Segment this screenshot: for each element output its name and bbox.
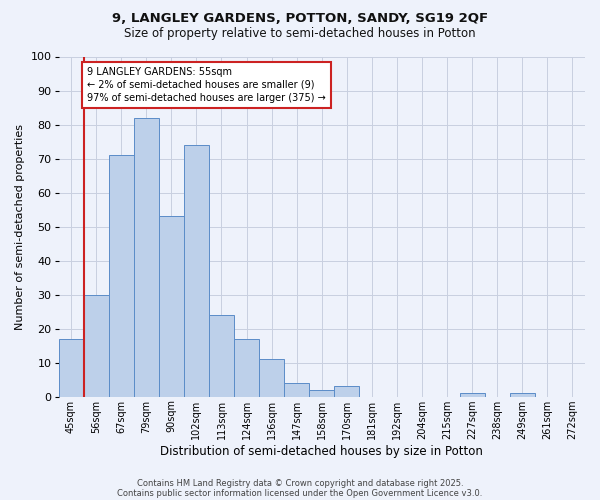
Bar (83, 294, 109, 396)
Bar (134, 118, 159, 396)
Bar (109, 155, 134, 396)
Bar (159, 216, 184, 396)
Y-axis label: Number of semi-detached properties: Number of semi-detached properties (15, 124, 25, 330)
Bar (184, 145, 209, 397)
Text: 9, LANGLEY GARDENS, POTTON, SANDY, SG19 2QF: 9, LANGLEY GARDENS, POTTON, SANDY, SG19 … (112, 12, 488, 26)
Bar (234, 339, 259, 396)
Bar (510, 394, 535, 396)
Bar (460, 394, 485, 396)
Text: Size of property relative to semi-detached houses in Potton: Size of property relative to semi-detach… (124, 28, 476, 40)
X-axis label: Distribution of semi-detached houses by size in Potton: Distribution of semi-detached houses by … (160, 444, 483, 458)
Text: Contains public sector information licensed under the Open Government Licence v3: Contains public sector information licen… (118, 488, 482, 498)
Text: Contains HM Land Registry data © Crown copyright and database right 2025.: Contains HM Land Registry data © Crown c… (137, 478, 463, 488)
Bar (209, 315, 234, 396)
Bar (309, 390, 334, 396)
Text: 9 LANGLEY GARDENS: 55sqm
← 2% of semi-detached houses are smaller (9)
97% of sem: 9 LANGLEY GARDENS: 55sqm ← 2% of semi-de… (88, 66, 326, 103)
Bar (59, 339, 83, 396)
Bar (284, 383, 309, 396)
Bar (334, 386, 359, 396)
Bar (259, 359, 284, 397)
